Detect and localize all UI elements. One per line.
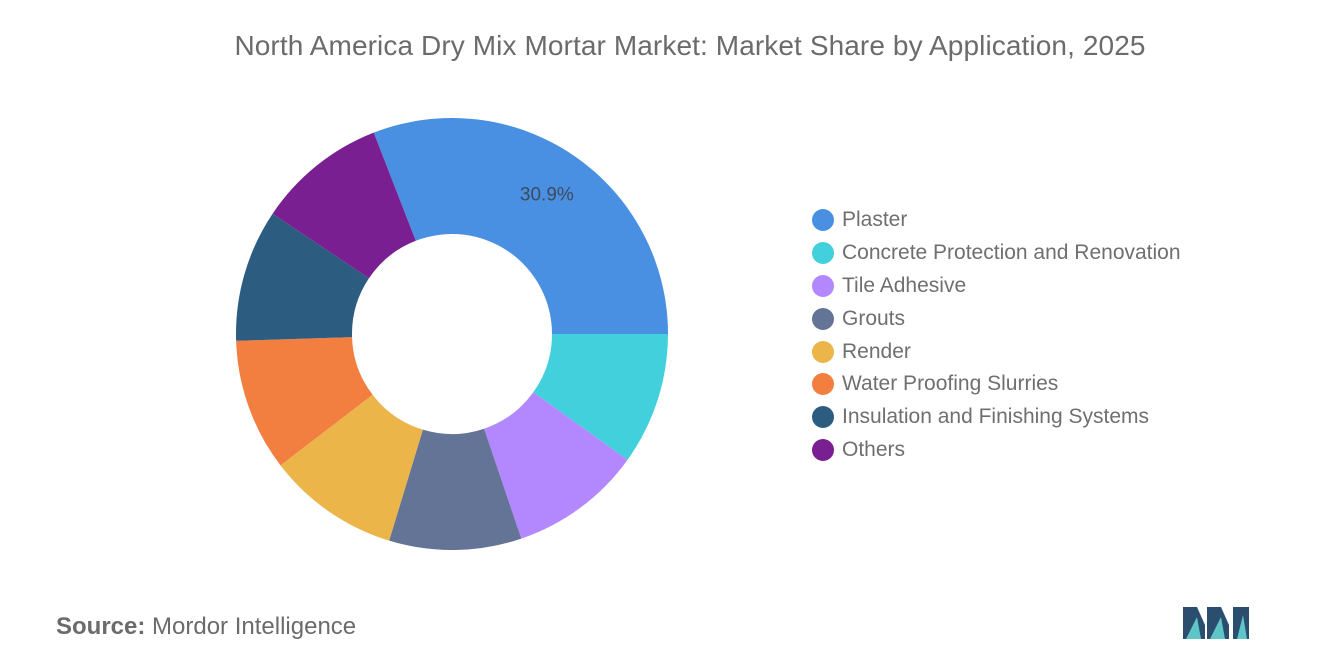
legend-item: Insulation and Finishing Systems (812, 401, 1181, 434)
legend-swatch (812, 307, 834, 330)
legend-swatch (812, 242, 834, 265)
legend-item: Plaster (812, 204, 1181, 237)
legend-label: Render (842, 339, 911, 363)
legend-swatch (812, 438, 834, 461)
legend-label: Grouts (842, 306, 906, 330)
source-note: Source: Mordor Intelligence (56, 613, 356, 641)
chart-legend: Plaster Concrete Protection and Renovatio… (812, 204, 1181, 466)
legend-label: Tile Adhesive (842, 273, 967, 297)
legend-swatch (812, 274, 834, 297)
legend-label: Concrete Protection and Renovation (842, 241, 1181, 265)
chart-title: North America Dry Mix Mortar Market: Mar… (234, 30, 1146, 61)
slice-render (280, 394, 423, 541)
slice-data-label: 30.9% (520, 184, 574, 205)
legend-swatch (812, 406, 834, 429)
legend-label: Water Proofing Slurries (842, 372, 1059, 396)
slice-tile-adhesive (484, 392, 628, 539)
legend-item: Render (812, 335, 1181, 368)
legend-swatch (812, 340, 834, 363)
source-label: Source: (56, 613, 146, 640)
legend-label: Insulation and Finishing Systems (842, 405, 1149, 429)
legend-item: Grouts (812, 302, 1181, 335)
mordor-intelligence-logo-icon (1183, 607, 1249, 639)
legend-swatch (812, 373, 834, 396)
slice-insulation-and-finishing-systems (235, 213, 369, 341)
source-text: Mordor Intelligence (152, 613, 357, 640)
slice-concrete-protection-and-renovation (533, 334, 668, 460)
slice-plaster (373, 118, 668, 335)
donut-data-labels: 30.9% (520, 184, 574, 205)
legend-swatch (812, 209, 834, 232)
legend-item: Water Proofing Slurries (812, 368, 1181, 401)
legend-item: Concrete Protection and Renovation (812, 237, 1181, 270)
legend-label: Plaster (842, 208, 908, 232)
legend-item: Tile Adhesive (812, 270, 1181, 303)
slice-water-proofing-slurries (236, 337, 373, 466)
legend-item: Others (812, 434, 1181, 467)
legend-label: Others (842, 437, 906, 461)
donut-slices (235, 118, 668, 550)
slice-grouts (389, 428, 522, 550)
slice-others (272, 132, 416, 279)
